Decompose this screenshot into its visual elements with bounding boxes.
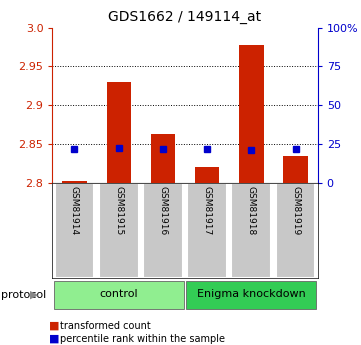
Bar [239, 46, 264, 183]
Text: GSM81916: GSM81916 [158, 186, 168, 235]
FancyBboxPatch shape [54, 281, 184, 309]
Text: GSM81917: GSM81917 [203, 186, 212, 235]
Text: GSM81919: GSM81919 [291, 186, 300, 235]
Bar [195, 167, 219, 183]
FancyBboxPatch shape [143, 183, 183, 278]
FancyBboxPatch shape [276, 183, 316, 278]
Bar [283, 156, 308, 183]
Text: ■: ■ [49, 321, 59, 331]
Bar [106, 82, 131, 183]
Text: GSM81918: GSM81918 [247, 186, 256, 235]
Title: GDS1662 / 149114_at: GDS1662 / 149114_at [108, 10, 262, 24]
Text: transformed count: transformed count [60, 321, 150, 331]
Text: control: control [99, 289, 138, 299]
Text: Enigma knockdown: Enigma knockdown [197, 289, 306, 299]
FancyBboxPatch shape [186, 281, 316, 309]
Text: ■: ■ [49, 334, 59, 344]
Text: protocol: protocol [1, 290, 46, 300]
FancyBboxPatch shape [187, 183, 227, 278]
Text: GSM81915: GSM81915 [114, 186, 123, 235]
Bar [151, 134, 175, 183]
Text: ▶: ▶ [30, 290, 39, 300]
Bar [62, 181, 87, 183]
FancyBboxPatch shape [55, 183, 94, 278]
FancyBboxPatch shape [99, 183, 139, 278]
FancyBboxPatch shape [231, 183, 271, 278]
Text: percentile rank within the sample: percentile rank within the sample [60, 334, 225, 344]
Text: GSM81914: GSM81914 [70, 186, 79, 235]
